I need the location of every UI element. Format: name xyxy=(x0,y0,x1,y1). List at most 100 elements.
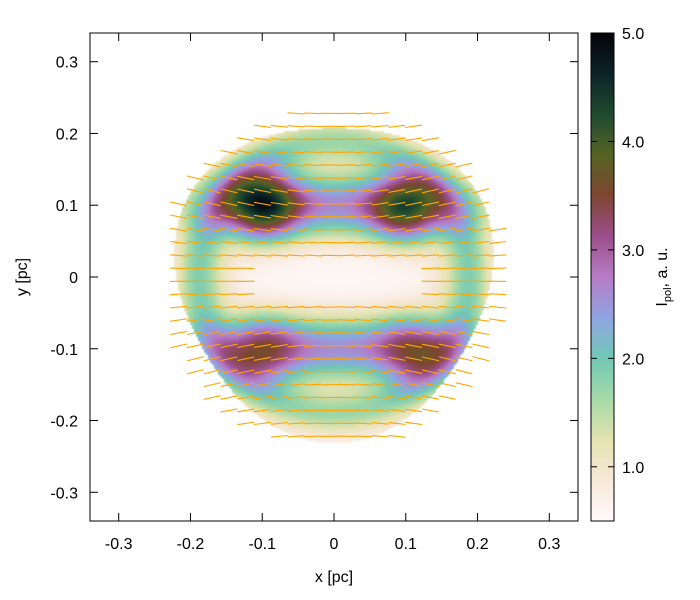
polarization-vector xyxy=(253,343,272,348)
polarization-vector xyxy=(438,318,456,322)
polarization-vector xyxy=(371,150,389,154)
polarization-vector xyxy=(304,344,322,348)
polarization-vector xyxy=(371,344,389,348)
polarization-vector xyxy=(287,176,305,180)
polarization-vector xyxy=(186,214,204,219)
polarization-vector xyxy=(304,254,322,257)
y-axis-label: y [pc] xyxy=(14,258,31,296)
polarization-vector xyxy=(270,344,288,348)
polarization-vector xyxy=(388,163,406,167)
polarization-vector xyxy=(203,305,221,309)
polarization-vector xyxy=(421,318,440,322)
polarization-vector xyxy=(438,188,456,194)
polarization-vector xyxy=(371,370,389,374)
colorbar-ticks: 5.0 4.0 3.0 2.0 1.0 xyxy=(591,26,644,477)
polarization-vector xyxy=(438,356,456,362)
y-tick-label: 0.1 xyxy=(56,198,78,215)
polarization-vector xyxy=(405,124,423,129)
polarization-vector xyxy=(270,254,288,257)
polarization-vector xyxy=(253,356,272,361)
polarization-vector xyxy=(287,202,305,206)
polarization-vector xyxy=(220,254,238,257)
polarization-vector xyxy=(472,188,490,194)
polarization-vector xyxy=(237,408,255,413)
polarization-vector xyxy=(455,343,473,349)
polarization-vector xyxy=(237,227,255,232)
polarization-vector xyxy=(254,369,272,374)
polarization-vector xyxy=(220,343,238,349)
polarization-vector xyxy=(287,357,305,361)
polarization-vector xyxy=(220,356,238,362)
polarization-vector xyxy=(337,396,356,399)
polarization-vector xyxy=(287,370,305,374)
polarization-vector xyxy=(186,188,204,194)
polarization-vector xyxy=(438,149,456,155)
polarization-vectors xyxy=(169,112,507,438)
polarization-vector xyxy=(270,305,288,309)
polarization-vector xyxy=(455,382,473,388)
polarization-vector xyxy=(371,124,389,128)
polarization-vector xyxy=(253,408,272,413)
polarization-vector xyxy=(354,396,372,399)
polarization-vector xyxy=(388,254,406,257)
polarization-vector xyxy=(472,305,490,309)
polarization-vector xyxy=(405,382,423,387)
polarization-vector xyxy=(354,305,372,309)
polarization-vector xyxy=(337,189,356,192)
polarization-vector xyxy=(270,382,288,387)
polarization-vector xyxy=(270,201,288,206)
polarization-vector xyxy=(405,421,423,426)
polarization-vector xyxy=(354,357,372,361)
polarization-vector xyxy=(270,176,288,180)
polarization-vector xyxy=(287,125,305,128)
polarization-vector xyxy=(186,175,204,181)
polarization-vector xyxy=(371,137,389,141)
polarization-vector xyxy=(421,369,440,375)
polarization-vector xyxy=(405,343,423,348)
polarization-vector xyxy=(354,422,372,425)
polarization-vector xyxy=(203,293,221,296)
polarization-vector xyxy=(220,227,238,232)
polarization-vector xyxy=(388,421,406,425)
polarization-vector xyxy=(304,318,322,322)
polarization-vector xyxy=(253,395,272,400)
y-axis-ticks: 0.3 0.2 0.1 0 -0.1 -0.2 -0.3 xyxy=(50,55,578,502)
polarization-vector xyxy=(337,177,356,179)
polarization-vector xyxy=(237,305,255,309)
polarization-vector xyxy=(287,396,305,399)
polarization-vector xyxy=(421,137,439,142)
polarization-vector xyxy=(203,241,221,245)
x-tick-label: 0 xyxy=(330,536,339,553)
polarization-vector xyxy=(253,241,272,245)
polarization-vector xyxy=(472,356,490,362)
polarization-vector xyxy=(421,254,440,257)
polarization-vector xyxy=(304,331,322,335)
polarization-vector xyxy=(354,241,372,244)
polarization-vector xyxy=(237,254,255,257)
polarization-vector xyxy=(337,319,356,321)
polarization-vector xyxy=(237,331,255,335)
polarization-vector xyxy=(270,434,288,438)
colorbar-tick-label: 1.0 xyxy=(622,460,644,477)
polarization-vector xyxy=(220,149,238,155)
polarization-vector xyxy=(421,241,440,245)
polarization-vector xyxy=(472,293,490,296)
polarization-vector xyxy=(405,241,423,245)
polarization-vector xyxy=(472,330,490,336)
polarization-vector xyxy=(388,434,406,438)
polarization-vector xyxy=(405,318,423,322)
polarization-vector xyxy=(304,422,322,425)
polarization-vector xyxy=(421,356,440,362)
colorbar-gradient xyxy=(591,33,614,521)
polarization-vector xyxy=(304,138,322,141)
polarization-vector xyxy=(421,227,440,232)
polarization-vector xyxy=(237,201,255,207)
polarization-vector xyxy=(270,331,288,335)
polarization-vector xyxy=(237,382,255,387)
polarization-vector xyxy=(237,214,255,219)
polarization-vector xyxy=(287,215,305,219)
polarization-vector xyxy=(421,214,439,219)
polarization-vector xyxy=(203,214,221,219)
polarization-vector xyxy=(354,112,372,115)
